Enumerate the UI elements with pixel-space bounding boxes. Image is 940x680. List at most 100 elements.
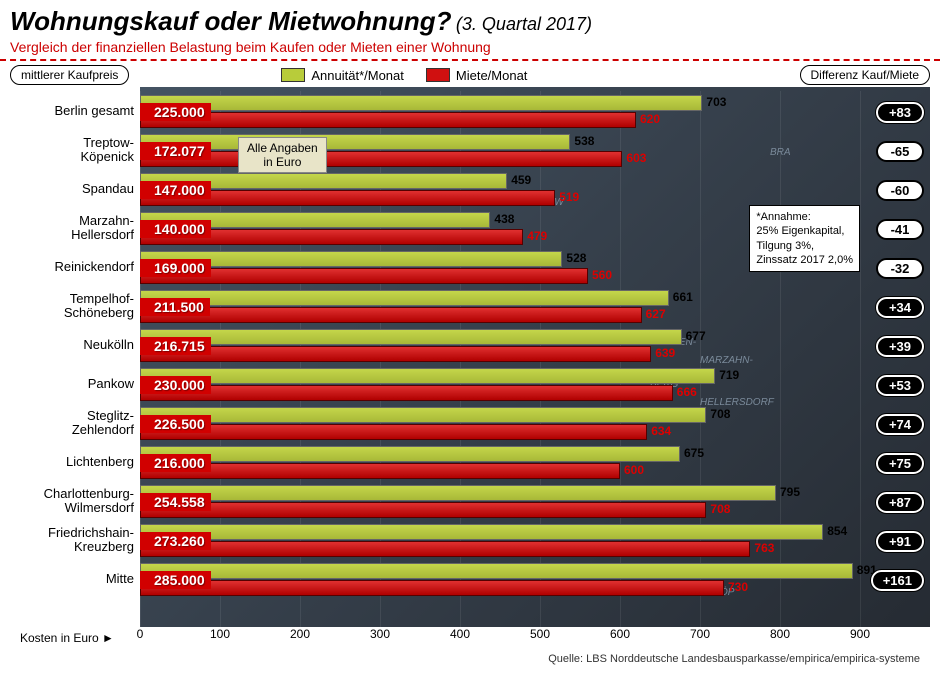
assumption-note-box: *Annahme: 25% Eigenkapital, Tilgung 3%, … xyxy=(749,205,860,272)
diff-badge: +39 xyxy=(876,336,924,357)
annuity-value: 795 xyxy=(780,485,800,499)
title-row: Wohnungskauf oder Mietwohnung? (3. Quart… xyxy=(0,0,940,39)
annuity-value: 538 xyxy=(574,134,594,148)
rent-value: 479 xyxy=(527,229,547,243)
annuity-value: 675 xyxy=(684,446,704,460)
bar-group: 891730285.000+161 xyxy=(140,561,930,597)
chart-area: PANKOWBRALICHTEN-BERGMARZAHN-HELLERSDORF… xyxy=(10,87,930,667)
axis-tick: 600 xyxy=(610,627,630,641)
data-row: Friedrichshain-Kreuzberg 854 763 273.260 +91 xyxy=(10,520,930,559)
rows-holder: Berlin gesamt703620225.000+83Treptow-Köp… xyxy=(10,91,930,598)
city-label: Berlin gesamt xyxy=(10,104,140,118)
city-label: Steglitz-Zehlendorf xyxy=(10,409,140,436)
rent-bar xyxy=(140,541,750,557)
rent-bar xyxy=(140,346,651,362)
rent-value: 634 xyxy=(651,424,671,438)
axis-tick: 200 xyxy=(290,627,310,641)
legend-annuity-text: Annuität*/Monat xyxy=(311,68,404,83)
axis-tick: 900 xyxy=(850,627,870,641)
annuity-value: 708 xyxy=(710,407,730,421)
diff-badge: +34 xyxy=(876,297,924,318)
data-row: Treptow-Köpenick538603172.077-65 xyxy=(10,130,930,169)
city-label: Friedrichshain-Kreuzberg xyxy=(10,526,140,553)
city-label: Neukölln xyxy=(10,338,140,352)
title-suffix: (3. Quartal 2017) xyxy=(456,14,592,34)
bar-group: 459519147.000-60 xyxy=(140,171,930,207)
kaufpreis-badge: 216.715 xyxy=(140,337,211,355)
legend-swatch-annuity xyxy=(281,68,305,82)
kaufpreis-badge: 211.500 xyxy=(140,298,210,316)
axis-tick: 500 xyxy=(530,627,550,641)
city-label: Marzahn-Hellersdorf xyxy=(10,214,140,241)
source-text: Quelle: LBS Norddeutsche Landesbausparka… xyxy=(548,653,920,665)
x-axis: 0100200300400500600700800900 xyxy=(140,627,930,645)
diff-badge: +75 xyxy=(876,453,924,474)
annuity-value: 438 xyxy=(494,212,514,226)
legend-swatch-rent xyxy=(426,68,450,82)
annuity-value: 459 xyxy=(511,173,531,187)
kaufpreis-badge: 225.000 xyxy=(140,103,211,121)
legend-rent-text: Miete/Monat xyxy=(456,68,528,83)
bar-group: 708634226.500+74 xyxy=(140,405,930,441)
bar-group: 677639216.715+39 xyxy=(140,327,930,363)
rent-value: 708 xyxy=(710,502,730,516)
diff-badge: +91 xyxy=(876,531,924,552)
city-label: Tempelhof-Schöneberg xyxy=(10,292,140,319)
diff-badge: -32 xyxy=(876,258,924,279)
axis-tick: 300 xyxy=(370,627,390,641)
axis-title: Kosten in Euro ► xyxy=(20,631,114,645)
euro-note-box: Alle Angabenin Euro xyxy=(238,137,327,173)
kaufpreis-badge: 140.000 xyxy=(140,220,211,238)
rent-bar xyxy=(140,385,673,401)
city-label: Mitte xyxy=(10,572,140,586)
annuity-value: 703 xyxy=(706,95,726,109)
data-row: Steglitz-Zehlendorf708634226.500+74 xyxy=(10,403,930,442)
annuity-value: 677 xyxy=(686,329,706,343)
rent-bar xyxy=(140,424,647,440)
annuity-bar xyxy=(140,95,702,111)
city-label: Charlottenburg-Wilmersdorf xyxy=(10,487,140,514)
data-row: Berlin gesamt 703 620 225.000 +83 xyxy=(10,91,930,130)
kaufpreis-badge: 172.077 xyxy=(140,142,211,160)
kaufpreis-badge: 254.558 xyxy=(140,493,211,511)
kaufpreis-badge: 169.000 xyxy=(140,259,211,277)
infographic-container: Wohnungskauf oder Mietwohnung? (3. Quart… xyxy=(0,0,940,680)
axis-tick: 100 xyxy=(210,627,230,641)
data-row: Neukölln677639216.715+39 xyxy=(10,325,930,364)
rent-value: 603 xyxy=(626,151,646,165)
axis-tick: 400 xyxy=(450,627,470,641)
diff-badge: -60 xyxy=(876,180,924,201)
kaufpreis-badge: 273.260 xyxy=(140,532,211,550)
kaufpreis-badge: 226.500 xyxy=(140,415,211,433)
data-row: Mitte891730285.000+161 xyxy=(10,559,930,598)
diff-badge: -65 xyxy=(876,141,924,162)
diff-badge: +87 xyxy=(876,492,924,513)
rent-bar xyxy=(140,151,622,167)
diff-badge: +83 xyxy=(876,102,924,123)
annuity-value: 854 xyxy=(827,524,847,538)
kaufpreis-badge: 147.000 xyxy=(140,181,211,199)
rent-bar xyxy=(140,307,642,323)
data-row: Charlottenburg-Wilmersdorf 795 708 254.558 +… xyxy=(10,481,930,520)
city-label: Lichtenberg xyxy=(10,455,140,469)
rent-value: 763 xyxy=(754,541,774,555)
annuity-bar xyxy=(140,485,776,501)
data-row: Lichtenberg675600216.000+75 xyxy=(10,442,930,481)
diff-badge: -41 xyxy=(876,219,924,240)
rent-value: 666 xyxy=(677,385,697,399)
rent-value: 620 xyxy=(640,112,660,126)
city-label: Pankow xyxy=(10,377,140,391)
data-row: Tempelhof-Schöneberg661627211.500+34 xyxy=(10,286,930,325)
annuity-bar xyxy=(140,290,669,306)
bar-group: 703 620 225.000 +83 xyxy=(140,93,930,129)
data-row: Spandau459519147.000-60 xyxy=(10,169,930,208)
rent-bar xyxy=(140,112,636,128)
rent-bar xyxy=(140,580,724,596)
axis-tick: 800 xyxy=(770,627,790,641)
diff-badge: +53 xyxy=(876,375,924,396)
bar-group: 719666230.000+53 xyxy=(140,366,930,402)
rent-value: 600 xyxy=(624,463,644,477)
legend-row: mittlerer Kaufpreis Annuität*/Monat Miet… xyxy=(0,61,940,87)
annuity-bar xyxy=(140,407,706,423)
legend-diff-label: Differenz Kauf/Miete xyxy=(800,65,931,85)
